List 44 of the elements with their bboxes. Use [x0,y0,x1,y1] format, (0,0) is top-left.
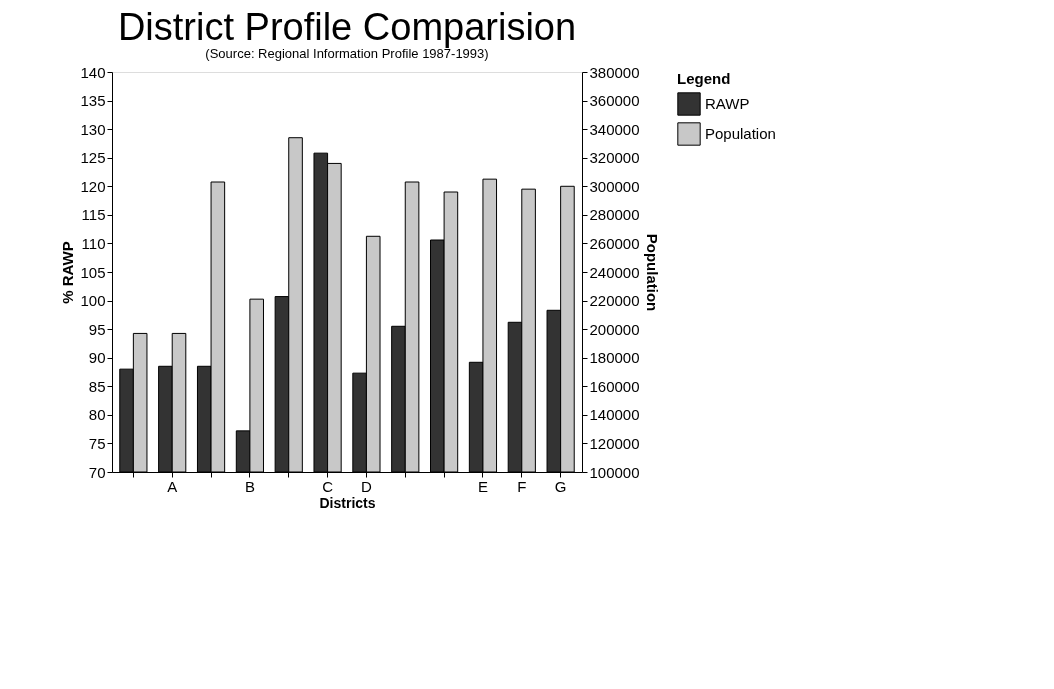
y-axis-title: % RAWP [59,241,77,304]
y-tick-label: 110 [81,234,106,252]
y-tick-label: 130 [80,120,106,138]
y2-axis-title: Population [643,233,661,312]
y2-tick-label: 140000 [589,406,640,424]
y2-tick-label: 340000 [589,120,640,138]
y-tick-label: 120 [80,177,106,195]
y-tick-label: 80 [88,406,106,424]
y2-tick-label: 220000 [589,292,640,310]
y-tick-label: 105 [80,263,106,281]
y-tick-label: 90 [88,349,106,367]
y2-tick-label: 360000 [589,92,640,110]
y-tick-label: 100 [80,292,106,310]
y2-tick-label: 300000 [589,177,640,195]
y2-tick-label: 100000 [589,463,640,481]
y2-tick-label: 200000 [589,320,640,338]
legend-title: Legend [677,70,731,87]
y-tick-label: 140 [80,63,106,81]
y2-tick-label: 380000 [589,63,640,81]
y2-tick-label: 120000 [589,434,640,452]
y2-tick-label: 160000 [589,377,640,395]
y-tick-label: 95 [88,320,106,338]
legend-label: RAWP [705,95,750,112]
y-tick-label: 75 [88,434,106,452]
x-axis-title: Districts [319,494,376,511]
chart-title: District Profile Comparision [117,6,577,48]
x-tick-label: C [322,477,334,495]
y2-tick-label: 240000 [589,263,640,281]
y2-tick-label: 320000 [589,149,640,167]
x-tick-label: A [167,477,178,495]
y-tick-label: 70 [88,463,106,481]
x-tick-label: F [517,477,527,495]
x-tick-label: D [361,477,372,495]
y2-tick-label: 260000 [589,234,640,252]
x-tick-label: B [244,477,255,495]
y-tick-label: 115 [81,206,106,224]
y2-tick-label: 180000 [589,349,640,367]
y-tick-label: 85 [88,377,106,395]
x-tick-label: E [477,477,488,495]
x-tick-label: G [554,477,567,495]
legend-label: Population [705,125,776,142]
y-tick-label: 125 [80,149,106,167]
y-tick-label: 135 [80,92,106,110]
y2-tick-label: 280000 [589,206,640,224]
